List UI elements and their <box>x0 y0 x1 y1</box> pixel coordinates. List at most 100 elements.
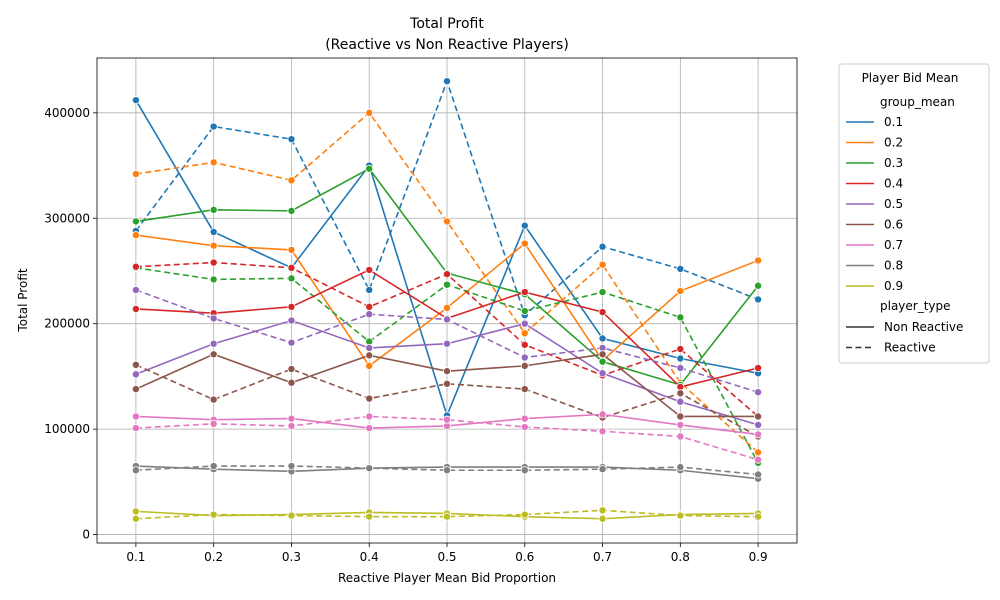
data-point-0.7-non-reactive <box>131 412 140 421</box>
x-tick-label: 0.1 <box>126 550 145 564</box>
series-group-0.9 <box>131 506 763 523</box>
data-point-0.9-reactive <box>365 512 374 521</box>
series <box>131 77 763 523</box>
data-point-0.1-reactive <box>442 77 451 86</box>
series-group-0.6 <box>131 350 763 441</box>
data-point-0.9-reactive <box>676 511 685 520</box>
data-point-0.4-reactive <box>520 340 529 349</box>
data-point-0.9-reactive <box>598 506 607 515</box>
data-point-0.4-reactive <box>209 258 218 267</box>
data-point-0.2-non-reactive <box>209 241 218 250</box>
data-point-0.5-non-reactive <box>598 369 607 378</box>
data-point-0.3-non-reactive <box>287 206 296 215</box>
data-point-0.9-reactive <box>287 511 296 520</box>
data-point-0.2-reactive <box>598 260 607 269</box>
data-point-0.3-non-reactive <box>209 205 218 214</box>
series-group-0.7 <box>131 410 763 464</box>
data-point-0.8-reactive <box>754 470 763 479</box>
data-point-0.1-non-reactive <box>209 227 218 236</box>
data-point-0.4-non-reactive <box>754 363 763 372</box>
data-point-0.4-reactive <box>676 344 685 353</box>
data-point-0.1-reactive <box>676 264 685 273</box>
data-point-0.2-non-reactive <box>442 303 451 312</box>
y-axis-label: Total Profit <box>16 268 30 332</box>
data-point-0.8-reactive <box>209 462 218 471</box>
data-point-0.3-reactive <box>520 307 529 316</box>
x-tick-label: 0.3 <box>282 550 301 564</box>
data-point-0.6-non-reactive <box>520 361 529 370</box>
data-point-0.2-non-reactive <box>365 361 374 370</box>
data-point-0.7-non-reactive <box>520 414 529 423</box>
data-point-0.6-reactive <box>676 389 685 398</box>
data-point-0.3-non-reactive <box>365 164 374 173</box>
data-point-0.1-reactive <box>209 122 218 131</box>
x-tick-label: 0.2 <box>204 550 223 564</box>
data-point-0.1-non-reactive <box>598 334 607 343</box>
data-point-0.3-non-reactive <box>754 281 763 290</box>
data-point-0.6-reactive <box>442 379 451 388</box>
y-tick-label: 300000 <box>44 211 90 225</box>
data-point-0.8-reactive <box>131 466 140 475</box>
data-point-0.8-reactive <box>598 465 607 474</box>
data-point-0.4-non-reactive <box>365 265 374 274</box>
data-point-0.2-reactive <box>131 169 140 178</box>
data-point-0.3-non-reactive <box>598 357 607 366</box>
data-point-0.6-reactive <box>287 365 296 374</box>
legend-label-0.1: 0.1 <box>884 115 903 129</box>
legend-style-label: Reactive <box>884 341 936 355</box>
data-point-0.7-non-reactive <box>676 420 685 429</box>
data-point-0.5-reactive <box>442 315 451 324</box>
data-point-0.5-non-reactive <box>209 339 218 348</box>
data-point-0.3-reactive <box>287 274 296 283</box>
data-point-0.9-reactive <box>520 510 529 519</box>
data-point-0.6-non-reactive <box>209 350 218 359</box>
data-point-0.7-non-reactive <box>754 430 763 439</box>
data-point-0.1-reactive <box>754 295 763 304</box>
x-tick-label: 0.5 <box>437 550 456 564</box>
data-point-0.6-reactive <box>520 385 529 394</box>
data-point-0.6-non-reactive <box>598 350 607 359</box>
data-point-0.2-reactive <box>209 158 218 167</box>
data-point-0.2-non-reactive <box>287 245 296 254</box>
x-tick-label: 0.8 <box>671 550 690 564</box>
data-point-0.8-reactive <box>520 466 529 475</box>
legend-label-0.2: 0.2 <box>884 136 903 150</box>
data-point-0.1-non-reactive <box>131 96 140 105</box>
legend-label-0.3: 0.3 <box>884 156 903 170</box>
data-point-0.8-reactive <box>442 466 451 475</box>
data-point-0.6-non-reactive <box>287 378 296 387</box>
data-point-0.1-non-reactive <box>520 221 529 230</box>
data-point-0.4-non-reactive <box>520 288 529 297</box>
data-point-0.2-reactive <box>442 217 451 226</box>
data-point-0.4-reactive <box>287 263 296 272</box>
data-point-0.8-reactive <box>676 463 685 472</box>
data-point-0.5-reactive <box>365 310 374 319</box>
data-point-0.6-non-reactive <box>442 367 451 376</box>
data-point-0.6-non-reactive <box>754 412 763 421</box>
data-point-0.7-reactive <box>754 455 763 464</box>
x-tick-label: 0.7 <box>593 550 612 564</box>
data-point-0.5-non-reactive <box>676 397 685 406</box>
data-point-0.5-reactive <box>287 338 296 347</box>
data-point-0.7-non-reactive <box>365 424 374 433</box>
data-point-0.3-reactive <box>676 313 685 322</box>
data-point-0.2-reactive <box>287 176 296 185</box>
data-point-0.6-non-reactive <box>365 351 374 360</box>
data-point-0.7-reactive <box>442 415 451 424</box>
legend-label-0.9: 0.9 <box>884 279 903 293</box>
data-point-0.5-reactive <box>676 363 685 372</box>
data-point-0.6-non-reactive <box>131 385 140 394</box>
y-tick-label: 100000 <box>44 422 90 436</box>
data-point-0.5-non-reactive <box>287 316 296 325</box>
data-point-0.5-non-reactive <box>754 420 763 429</box>
y-tick-label: 400000 <box>44 106 90 120</box>
legend-label-0.7: 0.7 <box>884 238 903 252</box>
legend-title: Player Bid Mean <box>862 71 959 85</box>
chart-title: Total Profit <box>409 16 484 32</box>
data-point-0.5-non-reactive <box>365 343 374 352</box>
axes: 0.1 0.2 0.3 0.4 0.5 0.6 0.7 0.8 0.9 0 100000 200000… <box>44 106 767 564</box>
x-tick-label: 0.4 <box>360 550 379 564</box>
data-point-0.9-reactive <box>209 510 218 519</box>
data-point-0.7-reactive <box>365 412 374 421</box>
